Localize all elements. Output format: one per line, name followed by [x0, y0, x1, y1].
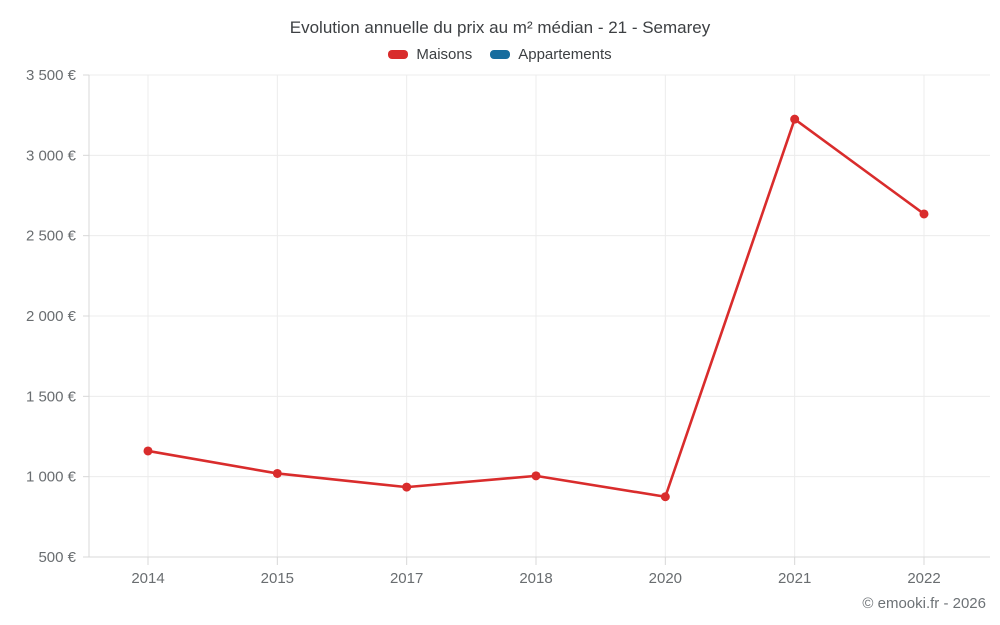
y-tick-label: 1 000 € [26, 469, 77, 486]
x-tick-label: 2018 [519, 570, 552, 587]
y-tick-label: 500 € [38, 549, 76, 566]
data-point-maisons-2022[interactable] [919, 209, 929, 219]
x-tick-label: 2015 [261, 570, 294, 587]
y-tick-label: 3 500 € [26, 67, 77, 84]
data-point-maisons-2021[interactable] [790, 114, 800, 124]
x-tick-label: 2014 [131, 570, 164, 587]
data-point-maisons-2018[interactable] [531, 471, 541, 481]
x-tick-label: 2017 [390, 570, 423, 587]
legend-label-appartements: Appartements [518, 46, 612, 63]
x-tick-label: 2020 [649, 570, 682, 587]
maisons-swatch-icon [388, 50, 409, 59]
legend-item-appartements[interactable]: Appartements [490, 46, 612, 63]
y-tick-label: 2 500 € [26, 228, 77, 245]
y-tick-label: 1 500 € [26, 388, 77, 405]
legend: Maisons Appartements [0, 46, 1000, 63]
appartements-swatch-icon [490, 50, 511, 59]
x-tick-label: 2021 [778, 570, 811, 587]
legend-item-maisons[interactable]: Maisons [388, 46, 472, 63]
x-tick-label: 2022 [907, 570, 940, 587]
y-tick-label: 3 000 € [26, 147, 77, 164]
copyright: © emooki.fr - 2026 [862, 595, 986, 612]
data-point-maisons-2020[interactable] [660, 492, 670, 502]
data-point-maisons-2017[interactable] [402, 482, 412, 492]
y-tick-label: 2 000 € [26, 308, 77, 325]
chart-title: Evolution annuelle du prix au m² médian … [289, 18, 711, 37]
legend-label-maisons: Maisons [416, 46, 473, 63]
data-point-maisons-2014[interactable] [143, 446, 153, 456]
data-point-maisons-2015[interactable] [272, 468, 282, 478]
